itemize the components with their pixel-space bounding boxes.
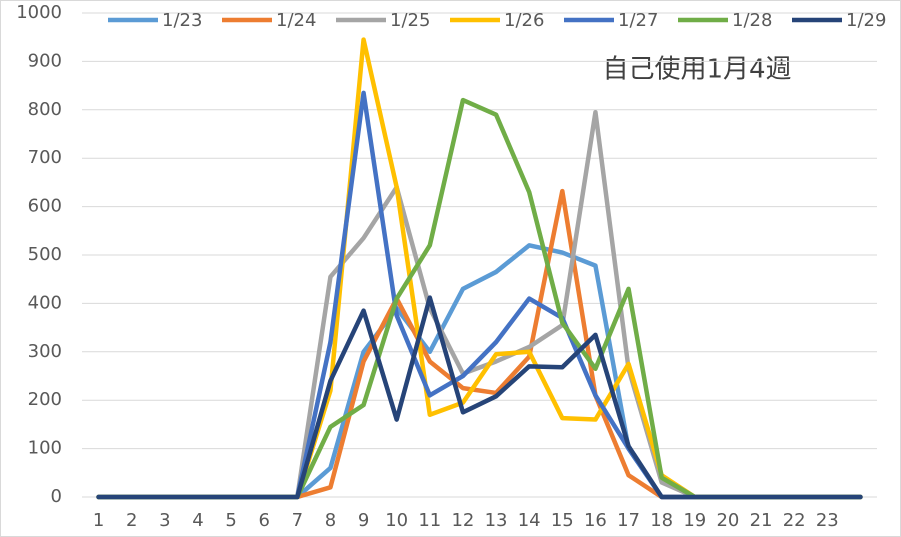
y-tick-label: 1000 (16, 2, 62, 23)
legend-label: 1/29 (846, 10, 886, 31)
y-tick-label: 600 (28, 196, 62, 217)
x-tick-label: 13 (485, 510, 508, 531)
x-tick-label: 20 (716, 510, 739, 531)
series-line (96, 295, 863, 500)
y-tick-label: 700 (28, 147, 62, 168)
x-tick-label: 8 (325, 510, 336, 531)
y-tick-label: 400 (28, 292, 62, 313)
x-tick-label: 21 (750, 510, 773, 531)
y-tick-label: 0 (51, 486, 62, 507)
x-tick-label: 12 (451, 510, 474, 531)
x-tick-label: 14 (518, 510, 541, 531)
x-tick-label: 11 (418, 510, 441, 531)
y-tick-label: 900 (28, 50, 62, 71)
y-tick-label: 200 (28, 389, 62, 410)
x-tick-label: 22 (783, 510, 806, 531)
y-tick-label: 100 (28, 438, 62, 459)
x-tick-label: 16 (584, 510, 607, 531)
x-tick-label: 15 (551, 510, 574, 531)
legend-label: 1/24 (276, 10, 316, 31)
x-tick-label: 17 (617, 510, 640, 531)
legend-label: 1/27 (618, 10, 658, 31)
y-tick-label: 300 (28, 341, 62, 362)
y-tick-label: 800 (28, 99, 62, 120)
x-tick-label: 7 (292, 510, 303, 531)
x-tick-label: 5 (225, 510, 236, 531)
legend-label: 1/25 (390, 10, 430, 31)
x-tick-label: 10 (385, 510, 408, 531)
x-tick-label: 23 (816, 510, 839, 531)
annotation: 自己使用1月4週 (602, 55, 791, 85)
x-tick-label: 2 (126, 510, 137, 531)
x-tick-label: 3 (159, 510, 170, 531)
legend-label: 1/26 (504, 10, 544, 31)
legend-label: 1/23 (162, 10, 202, 31)
x-tick-label: 4 (192, 510, 203, 531)
x-tick-label: 9 (358, 510, 369, 531)
x-tick-label: 18 (650, 510, 673, 531)
x-tick-label: 6 (258, 510, 269, 531)
x-tick-label: 1 (93, 510, 104, 531)
legend-label: 1/28 (732, 10, 772, 31)
x-tick-label: 19 (683, 510, 706, 531)
y-tick-label: 500 (28, 244, 62, 265)
